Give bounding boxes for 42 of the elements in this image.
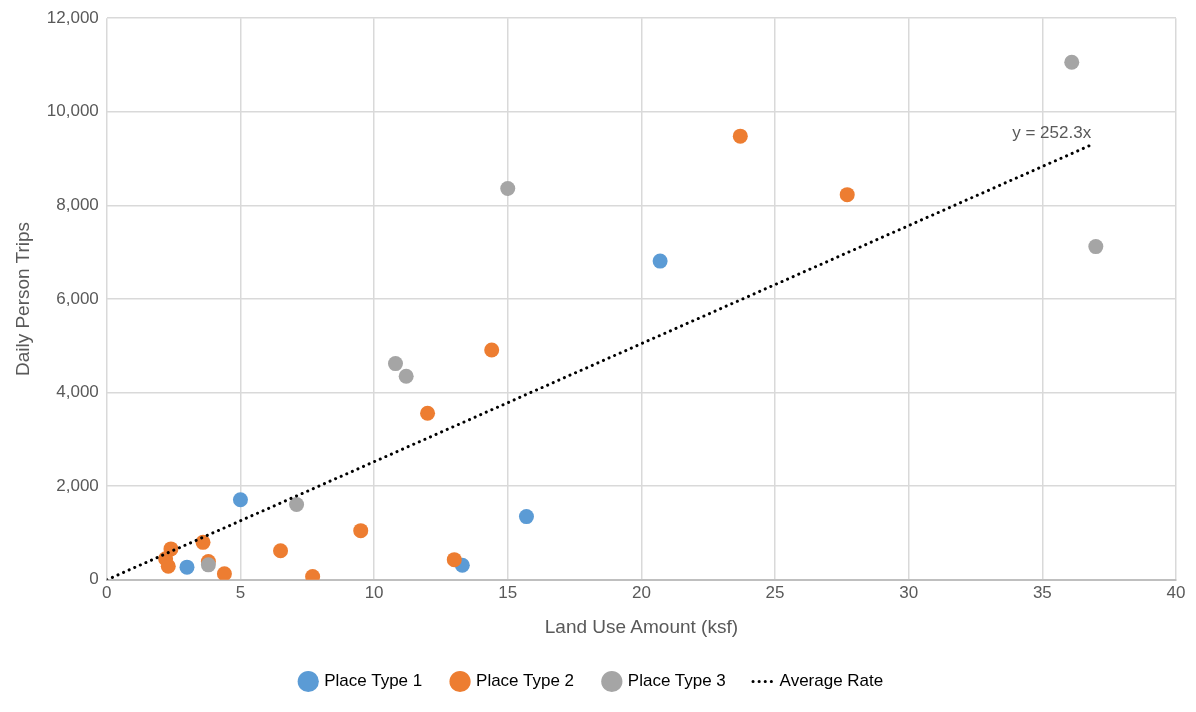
x-tick-label: 0 xyxy=(102,582,112,602)
y-tick-label: 8,000 xyxy=(56,195,99,215)
point xyxy=(216,566,232,580)
x-tick-label: 20 xyxy=(631,582,651,602)
x-tick-label: 5 xyxy=(235,582,246,602)
point xyxy=(387,356,403,372)
y-tick-label: 6,000 xyxy=(56,288,99,308)
point xyxy=(398,368,414,384)
y-tick-label: 12,000 xyxy=(46,7,99,27)
point xyxy=(839,187,855,203)
legend-label: Place Type 2 xyxy=(476,671,575,691)
point xyxy=(1064,54,1080,70)
point xyxy=(353,523,369,539)
annotation: y = 252.3x xyxy=(1012,123,1092,143)
point xyxy=(518,509,534,525)
legend-label: Place Type 3 xyxy=(627,671,726,691)
point xyxy=(160,558,176,574)
x-tick-label: 10 xyxy=(364,582,384,602)
point xyxy=(1088,239,1104,255)
legend-label: Place Type 1 xyxy=(324,671,423,691)
point xyxy=(732,128,748,144)
point xyxy=(420,405,436,421)
x-tick-label: 35 xyxy=(1032,582,1052,602)
point xyxy=(484,342,500,358)
y-tick-label: 0 xyxy=(89,569,99,589)
y-tick-label: 4,000 xyxy=(56,382,99,402)
y-tick-label: 10,000 xyxy=(46,101,99,121)
x-tick-label: 30 xyxy=(899,582,919,602)
point xyxy=(289,496,305,512)
point xyxy=(652,253,668,269)
point xyxy=(232,492,248,508)
y-axis-title: Daily Person Trips xyxy=(11,221,33,377)
point xyxy=(500,181,516,197)
legend-label: Average Rate xyxy=(779,671,884,691)
point xyxy=(446,552,462,568)
point xyxy=(179,559,195,575)
x-tick-label: 25 xyxy=(765,582,785,602)
x-tick-label: 40 xyxy=(1166,582,1186,602)
x-tick-label: 15 xyxy=(498,582,518,602)
x-axis-title: Land Use Amount (ksf) xyxy=(544,615,739,637)
y-tick-label: 2,000 xyxy=(56,475,99,495)
point xyxy=(273,543,289,559)
